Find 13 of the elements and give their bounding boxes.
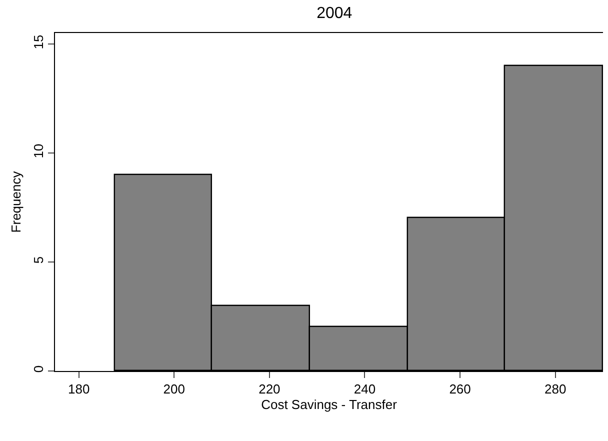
- x-tick-label: 220: [258, 382, 280, 397]
- x-tick-label: 240: [354, 382, 376, 397]
- y-tick-label: 10: [30, 144, 46, 158]
- y-tick-label: 0: [30, 365, 46, 373]
- x-tick-label: 260: [449, 382, 471, 397]
- y-tick-label: 5: [30, 256, 46, 264]
- chart-title: 2004: [316, 4, 352, 22]
- x-tick-label: 180: [68, 382, 90, 397]
- x-tick-label: 200: [163, 382, 185, 397]
- x-axis-title: Cost Savings - Transfer: [261, 397, 398, 412]
- y-axis-title: Frequency: [8, 170, 24, 233]
- y-tick-label: 15: [30, 34, 46, 50]
- x-tick-label: 280: [544, 382, 566, 397]
